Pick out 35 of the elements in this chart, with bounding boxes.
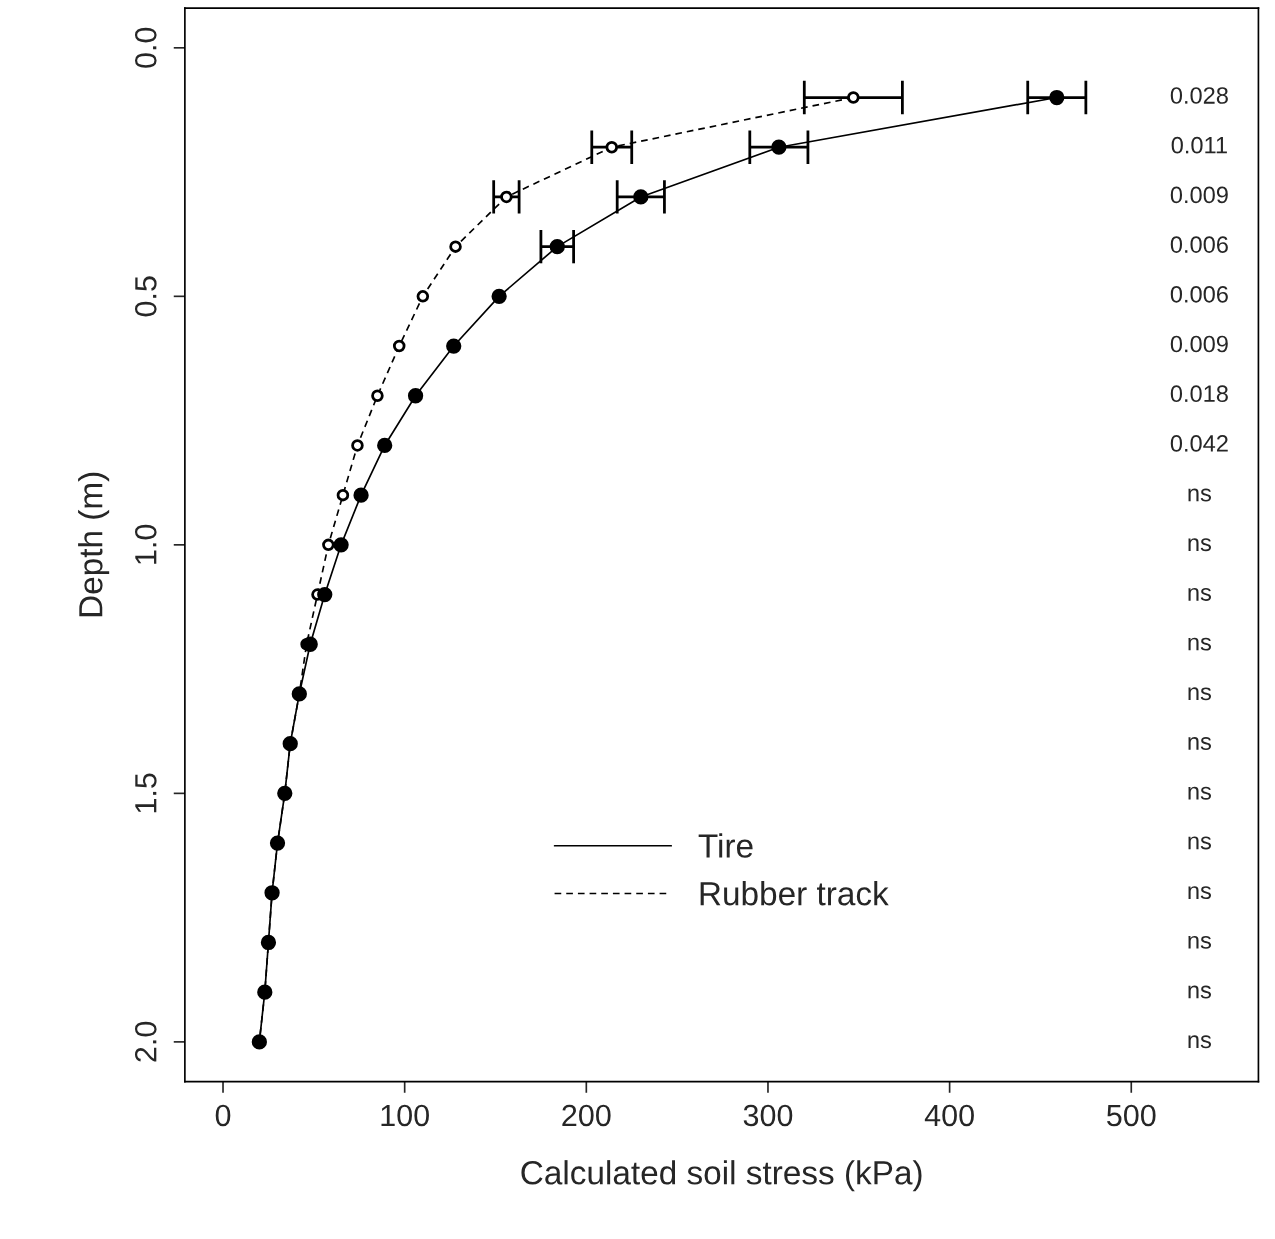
- annotation: ns: [1188, 786, 1211, 800]
- annotation: ns: [1188, 488, 1211, 502]
- annotation: ns: [1188, 836, 1211, 850]
- annotation: 0.011: [1171, 136, 1227, 154]
- annotation: ns: [1188, 637, 1211, 651]
- y-tick-label: 0.0: [134, 27, 157, 68]
- y-axis-title: Depth (m): [78, 472, 110, 617]
- annotation: ns: [1188, 1035, 1211, 1049]
- annotation: ns: [1188, 985, 1211, 999]
- x-tick-label: 200: [562, 1104, 611, 1127]
- y-tick-label: 2.0: [134, 1021, 157, 1062]
- annotation: 0.006: [1170, 236, 1228, 253]
- x-tick-label: 500: [1107, 1104, 1156, 1127]
- y-tick-label: 1.5: [135, 773, 157, 813]
- annotation: ns: [1188, 886, 1211, 900]
- annotation: 0.009: [1170, 186, 1228, 204]
- annotation: 0.018: [1170, 385, 1228, 403]
- annotation: 0.028: [1170, 87, 1228, 104]
- annotation: ns: [1188, 737, 1211, 750]
- y-tick-label: 0.5: [134, 276, 157, 317]
- x-tick-label: 400: [924, 1104, 974, 1127]
- legend-label: Tire: [698, 833, 753, 858]
- y-tick-label: 1.0: [134, 524, 157, 564]
- x-tick-label: 100: [381, 1104, 429, 1127]
- x-tick-label: 0: [215, 1104, 231, 1127]
- annotation: ns: [1188, 687, 1211, 701]
- legend-label: Rubber track: [700, 881, 889, 906]
- x-axis-title: Calculated soil stress (kPa): [521, 1160, 922, 1192]
- annotation: ns: [1188, 538, 1211, 552]
- annotation: 0.006: [1170, 285, 1228, 303]
- annotation: ns: [1188, 587, 1211, 601]
- annotation: ns: [1188, 935, 1211, 949]
- annotation: 0.042: [1170, 435, 1228, 452]
- annotation: 0.009: [1170, 335, 1228, 353]
- x-tick-label: 300: [743, 1104, 793, 1127]
